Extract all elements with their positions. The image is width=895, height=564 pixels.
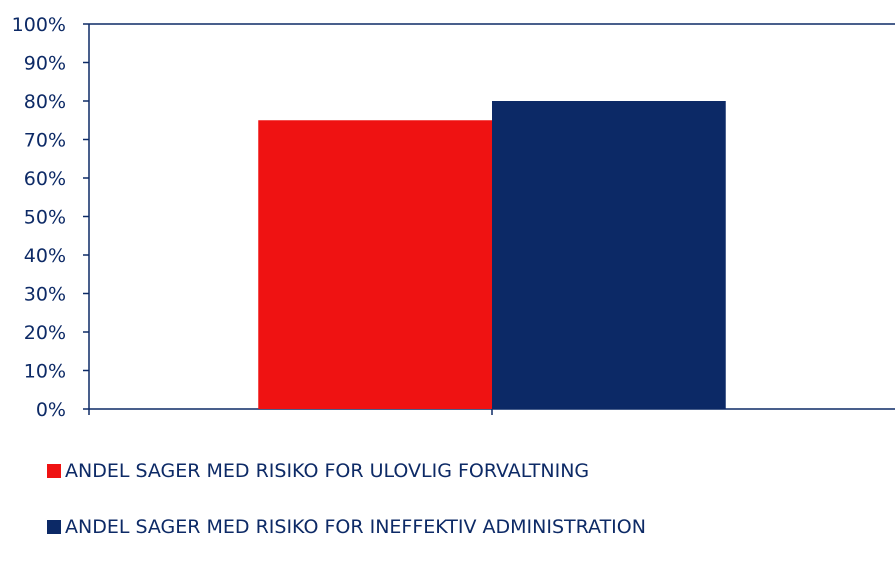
x-axis-ticks [88, 409, 493, 415]
bar-series-0 [258, 120, 492, 409]
y-tick-label: 0% [36, 399, 66, 421]
y-axis-ticks: 0% 10% 20% 30% 40% 50% 60% 70% 80% 90% 100% [12, 14, 89, 421]
legend-label: ANDEL SAGER MED RISIKO FOR ULOVLIG FORVA… [65, 459, 590, 482]
y-tick-label: 60% [24, 168, 66, 190]
y-tick-label: 90% [24, 53, 66, 75]
y-tick-label: 50% [24, 207, 66, 229]
y-tick-label: 80% [24, 91, 66, 113]
y-tick-label: 40% [24, 245, 66, 267]
bar-series-1 [492, 101, 726, 409]
legend-item-ineffektiv-administration: ANDEL SAGER MED RISIKO FOR INEFFEKTIV AD… [47, 508, 646, 545]
y-tick-label: 100% [12, 14, 66, 36]
legend-label: ANDEL SAGER MED RISIKO FOR INEFFEKTIV AD… [65, 515, 646, 538]
legend-swatch-navy [47, 519, 61, 534]
legend-swatch-red [47, 463, 61, 478]
y-tick-label: 20% [24, 322, 66, 344]
bar-chart: 0% 10% 20% 30% 40% 50% 60% 70% 80% 90% 100% [12, 14, 895, 421]
y-tick-label: 10% [24, 361, 66, 383]
bars [258, 101, 726, 409]
y-tick-label: 30% [24, 284, 66, 306]
legend-item-ulovlig-forvaltning: ANDEL SAGER MED RISIKO FOR ULOVLIG FORVA… [47, 452, 646, 489]
legend: ANDEL SAGER MED RISIKO FOR ULOVLIG FORVA… [47, 452, 646, 564]
y-tick-label: 70% [24, 130, 66, 152]
plot-area: 0% 10% 20% 30% 40% 50% 60% 70% 80% 90% 100% [12, 14, 895, 421]
